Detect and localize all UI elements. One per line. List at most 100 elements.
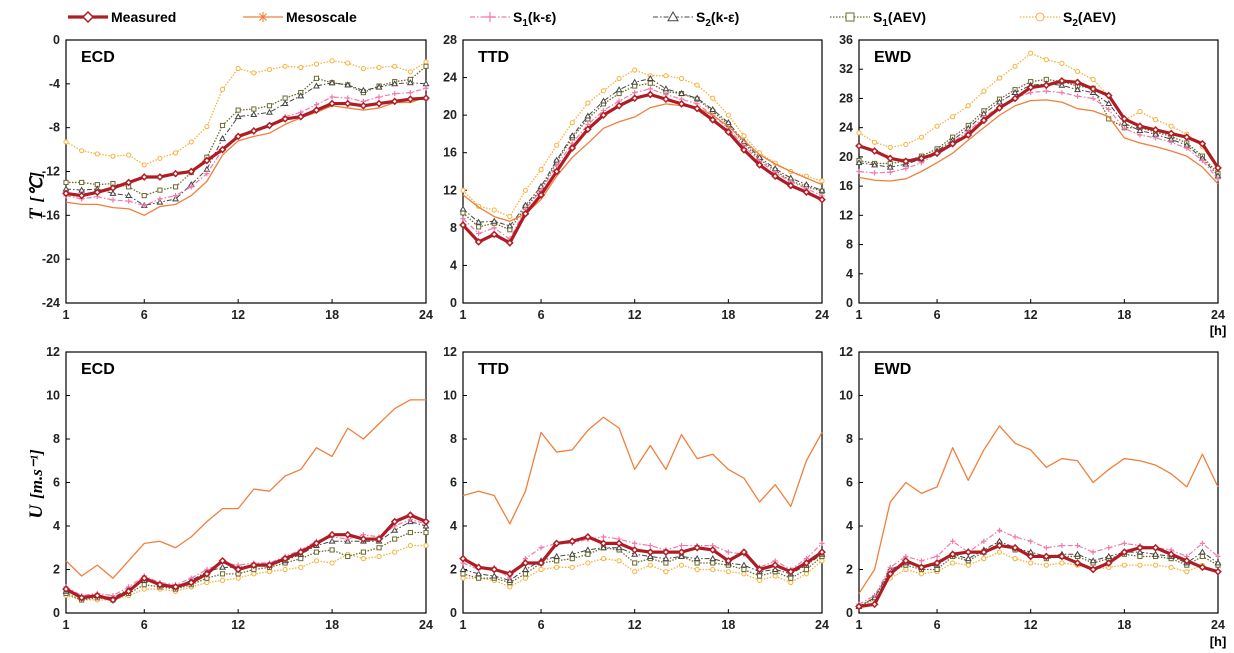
data-point-s2aev [392,549,398,555]
data-point-s2aev [918,134,925,140]
data-point-measured [234,132,243,141]
data-point-s2aev [266,569,273,575]
data-point-measured [1104,91,1113,100]
data-point-s2aev [298,64,304,70]
data-point-s2aev [126,152,132,158]
data-point-s1ke [725,549,731,555]
data-point-measured [740,548,748,556]
data-point-s2ke [646,74,654,81]
x-axis-unit-bottom: [h] [1210,634,1227,649]
data-point-measured [249,127,258,135]
series-line-s2aev [65,60,427,166]
y-tick-label: 16 [443,146,457,160]
data-point-measured [995,104,1004,112]
data-point-s2ke [1152,550,1160,557]
data-point-measured [855,142,863,150]
data-point-s2ke [1011,88,1019,96]
data-point-measured [218,556,227,565]
data-point-s2aev [1028,50,1034,56]
series-line-measured [65,96,427,198]
data-point-s2ke [344,81,352,88]
data-point-measured [630,546,639,554]
data-point-s2aev [996,75,1003,81]
data-point-measured [124,178,133,187]
data-point-s2aev [663,73,669,79]
legend-marker-s2aev [1035,12,1045,22]
data-point-s1ke [157,196,163,202]
data-point-s2ke [219,563,226,570]
data-point-measured [917,563,926,572]
data-point-s2aev [632,569,638,575]
series-s1ke [856,527,1221,607]
data-point-s1aev [423,63,429,69]
data-point-measured [218,145,227,154]
x-tick-label: 6 [141,618,148,632]
data-point-s2aev [887,144,893,150]
data-point-s2ke [693,555,701,562]
data-point-measured [771,561,780,570]
y-tick-label: 2 [846,563,853,577]
data-point-s2ke [662,555,670,562]
data-point-s2aev [819,558,825,564]
legend-marker-s1ke [485,12,495,22]
data-point-measured [740,146,748,154]
data-point-s2ke [740,561,748,568]
series-line-s1ke [65,87,427,207]
data-point-s2ke [631,78,639,85]
x-tick-label: 18 [325,308,339,322]
data-point-s2aev [204,579,210,586]
y-tick-label: 24 [443,71,457,85]
data-point-s1aev [1137,553,1143,560]
data-point-s1ke [887,169,893,175]
data-point-measured [265,121,274,130]
plot-frame [858,39,1219,304]
data-point-s2ke [328,537,336,544]
data-point-s1ke [1028,538,1034,544]
data-point-measured [521,209,530,218]
data-point-s2ke [234,113,242,120]
data-point-s2aev [423,59,429,65]
y-tick-label: 12 [443,183,457,197]
series-line-mesoscale [65,96,427,216]
data-point-s2aev [554,142,560,148]
x-tick-label: 24 [815,308,829,322]
y-tick-label: -12 [42,165,60,179]
data-point-measured [459,221,467,229]
data-point-s2aev [79,148,85,154]
y-tick-label: 8 [450,432,457,446]
data-point-measured [1120,115,1129,123]
data-point-s2aev [1043,57,1049,63]
data-point-measured [171,169,180,178]
legend-marker-mesoscale [258,12,268,22]
data-point-measured [93,188,102,197]
y-tick-label: 8 [846,432,853,446]
data-point-s2aev [903,566,909,573]
data-point-s2aev [491,207,497,213]
data-point-measured [1151,125,1160,134]
data-point-s2aev [725,569,731,575]
data-point-s2ke [281,99,289,107]
data-point-measured [964,548,973,556]
data-point-s2aev [647,562,653,568]
y-tick-label: 10 [443,389,457,403]
data-point-measured [646,90,655,99]
data-point-measured [140,574,149,583]
series-s2aev [856,549,1221,610]
data-point-s2ke [568,550,576,557]
data-point-s1ke [632,540,638,546]
data-point-s2aev [507,214,513,220]
data-point-s2aev [407,542,413,549]
data-point-s1aev [522,571,529,577]
data-point-s2ke [615,544,623,551]
data-point-s2aev [1059,60,1065,66]
data-point-s2ke [709,555,717,562]
data-point-s1aev [172,184,179,190]
x-tick-label: 6 [538,308,545,322]
series-line-s2ke [65,82,427,206]
data-point-s2aev [392,63,398,69]
y-tick-label: 10 [46,389,60,403]
data-point-s1ke [110,197,116,203]
data-point-measured [109,596,117,604]
data-point-s1ke [1043,88,1049,94]
